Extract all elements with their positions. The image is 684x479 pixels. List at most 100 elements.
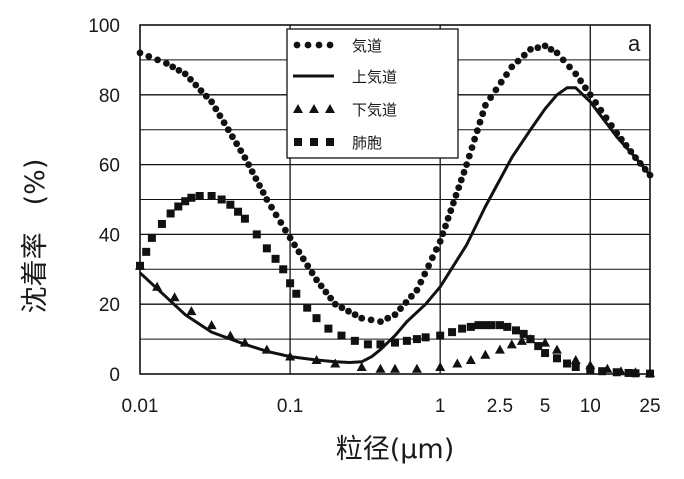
series-point-airway [417,278,425,286]
x-tick-label: 5 [540,396,551,417]
series-point-alveoli [624,368,633,377]
series-point-airway [377,318,384,325]
series-point-airway [192,81,200,89]
series-point-airway [465,152,473,160]
series-point-alveoli [292,289,301,298]
series-point-airway [559,56,567,64]
series-point-airway [473,127,481,135]
series-point-airway [432,246,440,253]
series-point-alveoli [187,193,196,202]
series-point-alveoli [181,197,190,206]
series-point-airway [413,286,421,294]
series-point-lower-airway [516,335,527,345]
series-point-alveoli [312,314,321,323]
series-point-lower-airway [186,306,197,316]
series-point-alveoli [586,365,595,374]
y-tick-label: 20 [99,295,120,316]
series-point-airway [220,119,228,127]
series-point-airway [452,191,460,199]
series-point-airway [187,76,194,83]
series-point-lower-airway [311,355,322,365]
series-point-alveoli [166,209,175,218]
series-point-alveoli [324,324,333,333]
series-point-airway [197,87,205,94]
series-point-airway [444,214,452,222]
series-point-airway [277,219,285,226]
series-point-airway [408,292,415,300]
series-point-airway [436,238,444,245]
series-point-airway [566,63,573,71]
series-point-airway [367,316,375,324]
series-point-airway [331,300,339,308]
series-point-airway [181,70,189,78]
series-point-alveoli [217,195,226,204]
series-line-upper-airway [138,86,652,364]
series-point-alveoli [466,322,475,331]
legend-symbol-airway [304,41,312,49]
series-point-alveoli [279,265,288,274]
series-layer [135,42,655,378]
series-point-lower-airway [239,337,250,347]
panel-label: a [628,31,641,56]
series-point-airway [208,98,216,106]
legend-symbol-lower-airway [309,104,319,113]
series-point-airway [163,60,170,67]
legend-label-upper-airway: 上気道 [352,68,397,86]
series-point-alveoli [448,328,457,337]
series-point-alveoli [487,321,496,330]
series-point-airway [547,46,555,53]
series-point-airway [248,168,256,176]
series-point-airway [154,56,162,64]
series-point-airway [216,112,224,120]
legend-symbol-airway [315,41,323,49]
series-point-alveoli [481,321,490,330]
series-point-alveoli [563,359,572,368]
series-point-airway [286,234,294,242]
series-point-lower-airway [261,344,272,354]
series-point-airway [471,135,478,143]
series-point-airway [384,314,392,322]
series-point-alveoli [474,321,483,330]
legend-label-airway: 気道 [352,37,382,55]
series-point-airway [508,63,516,71]
series-point-airway [442,222,449,230]
series-point-alveoli [271,254,280,263]
series-point-airway [503,71,510,78]
series-point-lower-airway [452,358,463,368]
legend-symbol-alveoli [294,138,302,146]
series-point-airway [586,91,594,99]
series-point-alveoli [337,331,346,340]
series-point-lower-airway [494,344,505,354]
series-square [136,192,654,378]
series-point-airway [145,53,153,60]
series-point-alveoli [240,214,249,223]
series-point-lower-airway [169,292,180,302]
series-point-airway [527,46,534,53]
series-point-lower-airway [356,362,367,372]
series-point-lower-airway [330,358,341,368]
series-point-lower-airway [285,351,296,361]
series-point-alveoli [303,303,312,312]
series-point-lower-airway [551,344,562,354]
legend-symbol-alveoli [326,138,334,146]
series-point-alveoli [174,202,183,211]
series-point-airway [514,57,522,65]
y-tick-label: 40 [99,225,120,246]
series-point-lower-airway [465,355,476,365]
series-point-alveoli [350,336,359,345]
series-point-alveoli [534,342,543,351]
series-point-alveoli [421,333,430,342]
x-tick-label: 1 [435,396,446,417]
series-point-alveoli [412,335,421,344]
series-point-airway [553,49,561,57]
series-point-airway [455,184,463,192]
plot-frame [139,24,651,375]
series-point-airway [169,63,177,71]
series-point-airway [421,270,429,278]
series-point-airway [245,161,253,169]
series-point-airway [345,307,352,315]
series-point-airway [425,262,432,270]
series-point-alveoli [142,247,151,256]
series-point-airway [541,42,549,50]
